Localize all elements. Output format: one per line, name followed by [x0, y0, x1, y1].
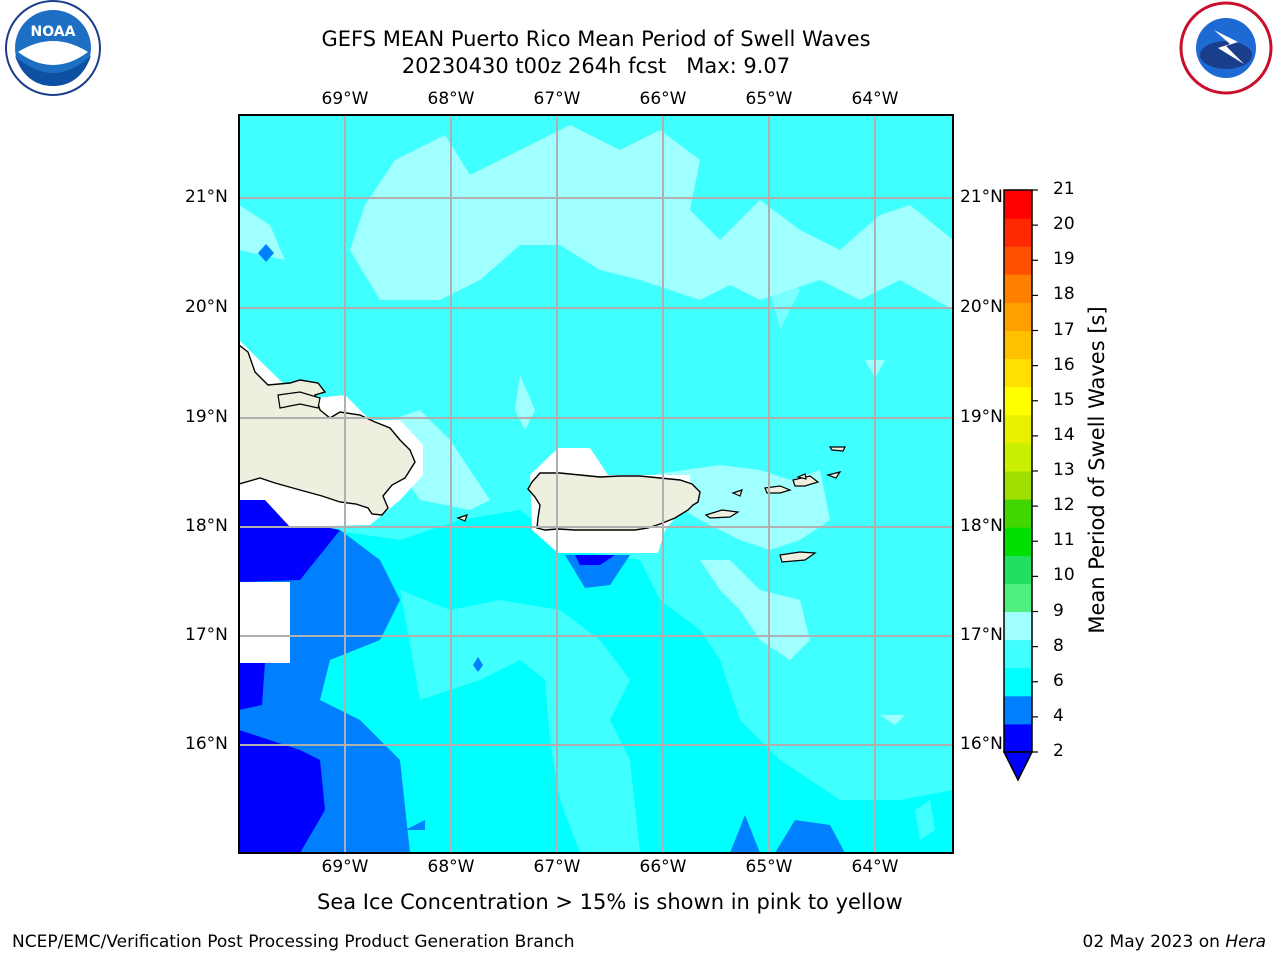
colorbar-segment	[1004, 583, 1032, 612]
colorbar-segment	[1004, 386, 1032, 416]
footer-branch-credit: NCEP/EMC/Verification Post Processing Pr…	[12, 932, 575, 952]
colorbar-segment	[1004, 274, 1032, 303]
colorbar-segment	[1004, 723, 1032, 753]
colorbar-tick-label: 10	[1053, 565, 1075, 586]
colorbar-tick-label: 18	[1053, 284, 1075, 305]
colorbar-segment	[1004, 499, 1032, 528]
colorbar-tick-label: 17	[1053, 319, 1075, 340]
colorbar-segment	[1004, 246, 1032, 275]
noaa-logo-icon: NOAA	[5, 0, 101, 96]
footer-date: 02 May 2023 on Hera	[1083, 932, 1267, 952]
colorbar-segment	[1004, 667, 1032, 697]
lat-label-left: 16°N	[185, 734, 228, 754]
lat-label-left: 19°N	[185, 407, 228, 427]
sea-ice-caption: Sea Ice Concentration > 15% is shown in …	[317, 890, 903, 914]
colorbar-segment	[1004, 302, 1032, 331]
lon-label-top: 68°W	[427, 89, 475, 109]
lon-label-bottom: 64°W	[851, 857, 899, 877]
lon-label-top: 64°W	[851, 89, 899, 109]
chart-title-line2: 20230430 t00z 264h fcst Max: 9.07	[401, 54, 791, 78]
lat-label-left: 18°N	[185, 516, 228, 536]
lon-label-top: 66°W	[639, 89, 687, 109]
colorbar-segment	[1004, 471, 1032, 500]
lon-label-top: 69°W	[321, 89, 369, 109]
footer-date-text: 02 May 2023 on	[1082, 932, 1226, 952]
colorbar-segment	[1004, 358, 1032, 388]
lon-label-bottom: 69°W	[321, 857, 369, 877]
colorbar-segment	[1004, 190, 1032, 219]
footer-host: Hera	[1225, 932, 1266, 952]
swell-period-4-6-contours	[239, 510, 953, 853]
colorbar	[1002, 189, 1038, 782]
chart-title-line1: GEFS MEAN Puerto Rico Mean Period of Swe…	[321, 27, 871, 51]
colorbar-tick-label: 19	[1053, 249, 1075, 270]
swell-period-below-2-contours	[239, 500, 615, 853]
colorbar-segment	[1004, 639, 1032, 669]
puerto-rico-island	[527, 472, 701, 531]
colorbar-tick-label: 14	[1053, 424, 1075, 445]
lon-label-top: 67°W	[533, 89, 581, 109]
noaa-logo-text: NOAA	[31, 24, 76, 40]
colorbar-segment	[1004, 695, 1032, 725]
colorbar-tick-label: 6	[1053, 670, 1064, 691]
colorbar-tick-label: 13	[1053, 460, 1075, 480]
lat-label-left: 20°N	[185, 297, 228, 317]
graticule	[239, 115, 953, 853]
colorbar-title: Mean Period of Swell Waves [s]	[1085, 306, 1109, 634]
colorbar-segment	[1004, 527, 1032, 556]
map-frame	[238, 114, 954, 854]
colorbar-tick-label: 20	[1053, 214, 1075, 235]
colorbar-segment	[1004, 555, 1032, 584]
colorbar-segment	[1004, 330, 1032, 360]
colorbar-segment	[1004, 218, 1032, 247]
lon-label-bottom: 67°W	[533, 857, 581, 877]
colorbar-tick-label: 21	[1053, 179, 1075, 199]
lat-label-right: 19°N	[960, 407, 1003, 427]
nws-logo-icon	[1179, 1, 1273, 95]
colorbar-tick-label: 8	[1053, 635, 1064, 656]
lat-label-right: 18°N	[960, 516, 1003, 536]
lat-label-right: 21°N	[960, 187, 1003, 207]
lon-label-bottom: 68°W	[427, 857, 475, 877]
colorbar-segment	[1004, 414, 1032, 444]
hispaniola-landmass	[239, 344, 416, 516]
colorbar-tick-label: 9	[1053, 600, 1064, 621]
lon-label-top: 65°W	[745, 89, 793, 109]
colorbar-tick-label: 2	[1053, 741, 1064, 761]
lat-label-right: 16°N	[960, 734, 1003, 754]
colorbar-extend-arrow	[1002, 751, 1034, 782]
map-area	[239, 115, 953, 853]
colorbar-tick-label: 4	[1053, 705, 1064, 726]
colorbar-segment	[1004, 442, 1032, 472]
lon-label-bottom: 66°W	[639, 857, 687, 877]
haiti-peninsula	[277, 391, 321, 409]
lat-label-left: 17°N	[185, 625, 228, 645]
lon-label-bottom: 65°W	[745, 857, 793, 877]
lat-label-right: 17°N	[960, 625, 1003, 645]
colorbar-tick-label: 12	[1053, 495, 1075, 516]
small-islands	[456, 446, 846, 563]
lat-label-right: 20°N	[960, 297, 1003, 317]
lat-label-left: 21°N	[185, 187, 228, 207]
colorbar-tick-label: 16	[1053, 354, 1075, 375]
colorbar-segment	[1004, 611, 1032, 641]
colorbar-tick-label: 11	[1053, 530, 1075, 551]
colorbar-tick-label: 15	[1053, 389, 1075, 410]
